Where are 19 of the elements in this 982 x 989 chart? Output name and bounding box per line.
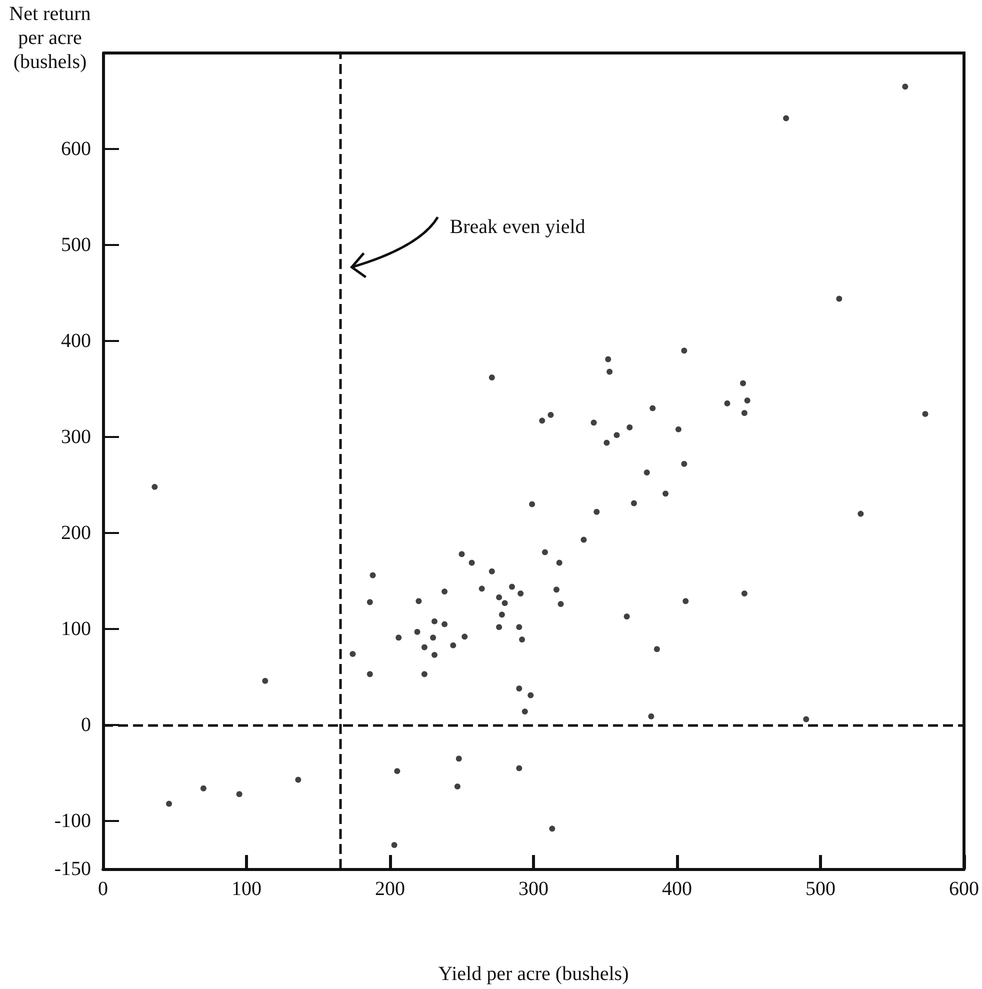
y-tick-label: 400 (61, 330, 91, 352)
y-tick-label: 600 (61, 138, 91, 160)
ref-line-label: Break even yield (450, 216, 586, 238)
y-tick-label: 100 (61, 618, 91, 640)
x-tick-label: 300 (518, 878, 548, 900)
x-tick-label: 200 (375, 878, 405, 900)
y-tick-label: 200 (61, 522, 91, 544)
y-tick-label: -100 (54, 810, 91, 832)
x-tick-label: 0 (98, 878, 108, 900)
x-tick-label: 400 (662, 878, 692, 900)
x-tick-label: 500 (806, 878, 836, 900)
y-tick-label: 0 (81, 714, 91, 736)
y-tick-label: 500 (61, 234, 91, 256)
y-axis-title: Net return per acre (bushels) (8, 2, 92, 74)
x-tick-label: 100 (232, 878, 262, 900)
x-tick-label: 600 (949, 878, 979, 900)
y-tick-label: -150 (54, 858, 91, 880)
y-tick-label: 300 (61, 426, 91, 448)
x-axis-title: Yield per acre (bushels) (438, 963, 629, 985)
